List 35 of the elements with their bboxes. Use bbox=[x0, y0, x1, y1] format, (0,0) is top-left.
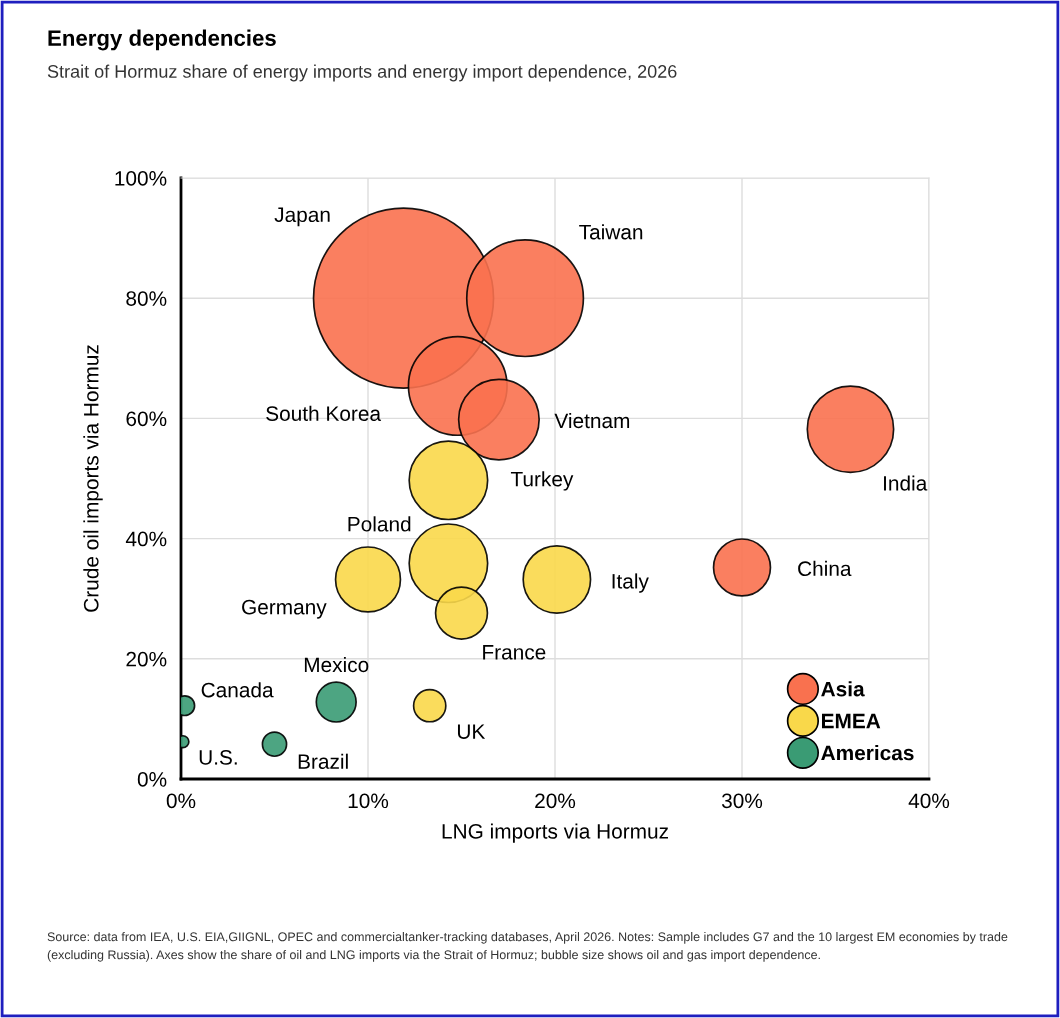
annotation: Japan bbox=[274, 207, 330, 227]
chart-subtitle: Strait of Hormuz share of energy imports and energy import dependence, 2026 bbox=[47, 64, 677, 82]
annotation: France bbox=[483, 645, 546, 660]
x-tick-label: 0% bbox=[166, 793, 196, 809]
x-tick-label: 10% bbox=[348, 793, 389, 809]
legend-label: EMEA bbox=[822, 713, 881, 729]
x-tick-label: 30% bbox=[721, 793, 763, 809]
annotation: Poland bbox=[348, 516, 411, 532]
annotation: Germany bbox=[242, 599, 327, 619]
annotation: Canada bbox=[201, 682, 274, 698]
annotation: Taiwan bbox=[579, 224, 643, 240]
legend-label: Americas bbox=[821, 745, 914, 761]
y-tick-label: 40% bbox=[125, 531, 167, 547]
source-note: Source: data from IEA, U.S. EIA,GIIGNL, OPEC and commercialtanker-tracking databases, April 2026. Notes: Sample includes G7 and the 10 largest EM economies by trade (excluding Russia). Axes show the share of oil and LNG imports via the Strait of Hormuz; bubble size shows oil and gas import dependence. bbox=[47, 932, 1008, 962]
legend-label: Asia bbox=[821, 681, 865, 697]
annotation: India bbox=[884, 475, 928, 491]
y-tick-label: 0% bbox=[137, 772, 167, 787]
annotation: China bbox=[798, 560, 852, 577]
annotation: Italy bbox=[612, 573, 649, 593]
x-tick-label: 40% bbox=[908, 793, 950, 809]
annotation: Mexico bbox=[304, 656, 369, 673]
annotation: U.S. bbox=[199, 750, 237, 765]
y-tick-label: 100% bbox=[115, 171, 167, 186]
annotation: Brazil bbox=[298, 753, 348, 769]
y-tick-label: 20% bbox=[126, 651, 167, 667]
annotation: Vietnam bbox=[554, 412, 630, 429]
chart-title: Energy dependencies bbox=[48, 29, 276, 51]
annotation: South Korea bbox=[266, 405, 382, 421]
x-axis-title: LNG imports via Hormuz bbox=[442, 823, 668, 843]
x-tick-label: 20% bbox=[535, 793, 576, 809]
annotation: UK bbox=[457, 724, 486, 739]
y-axis-title: Crude oil imports via Hormuz bbox=[83, 345, 103, 612]
annotation: Turkey bbox=[510, 471, 574, 491]
y-tick-label: 80% bbox=[126, 291, 167, 306]
y-tick-label: 60% bbox=[126, 411, 167, 427]
